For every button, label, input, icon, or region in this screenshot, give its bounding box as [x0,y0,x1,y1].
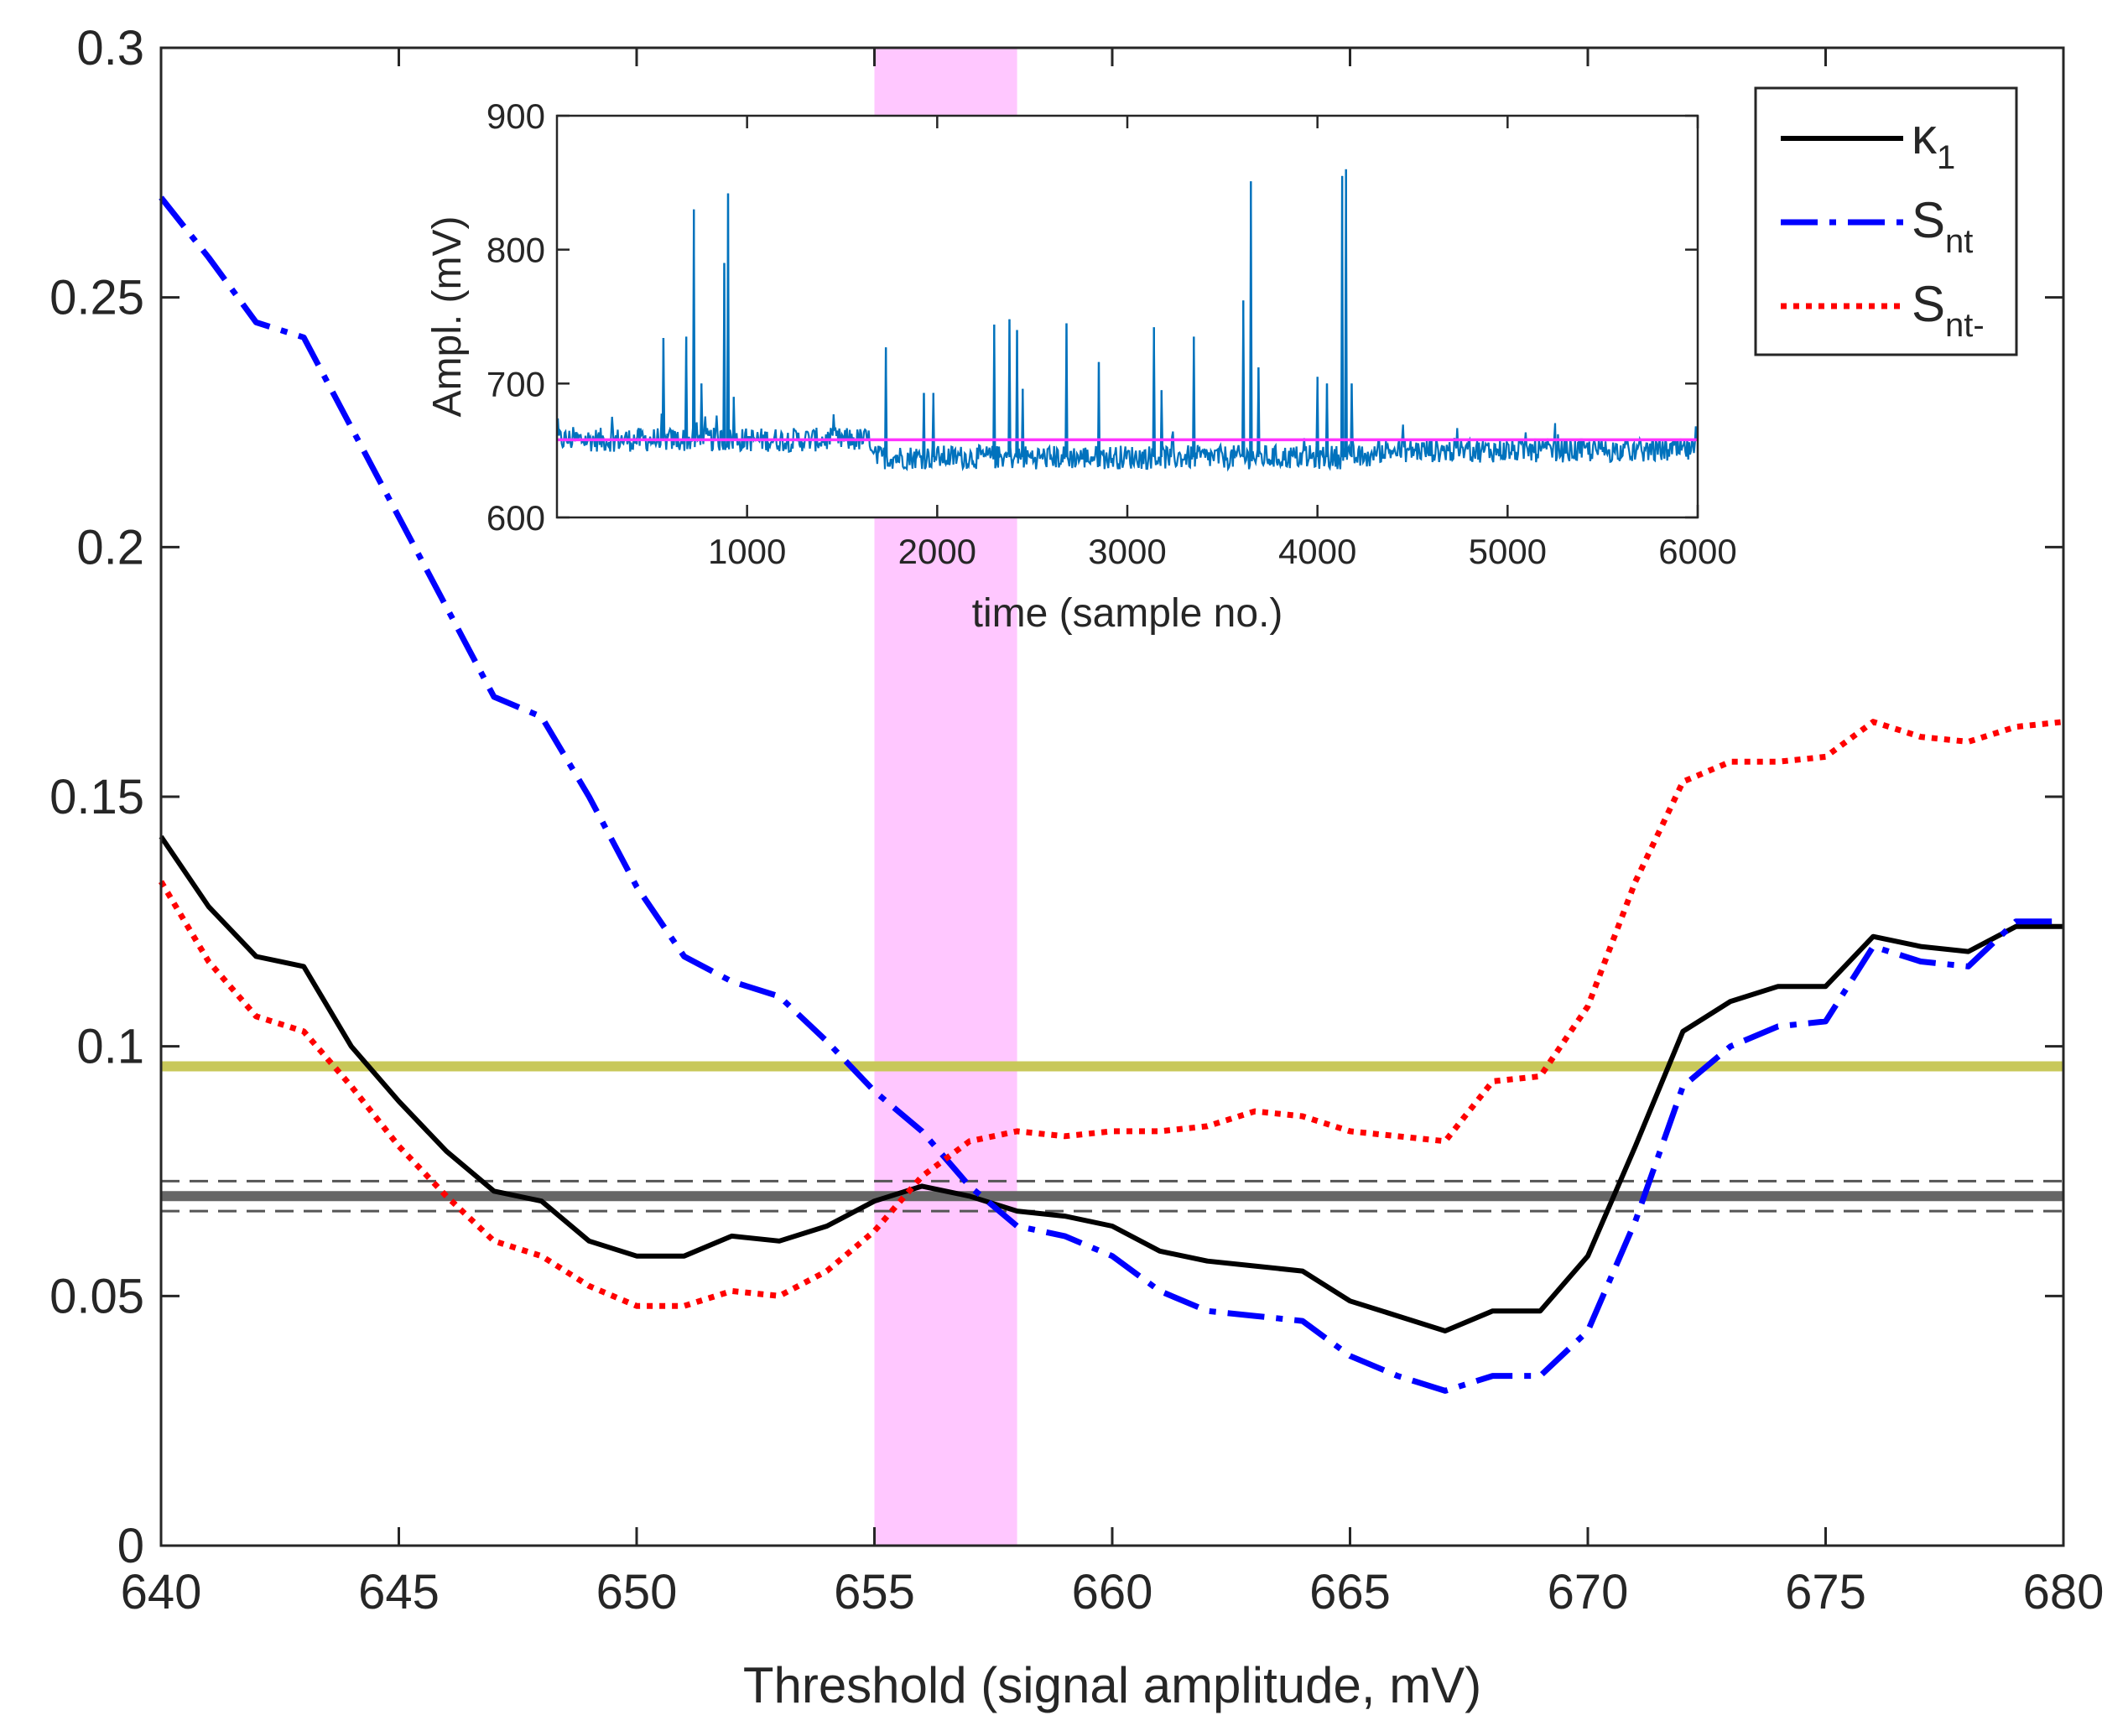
x-tick-label: 650 [596,1565,678,1619]
inset-x-axis-label: time (sample no.) [972,591,1283,636]
x-axis-label: Threshold (signal amplitude, mV) [743,1657,1481,1713]
inset-y-axis-label: Ampl. (mV) [425,216,470,418]
x-tick-label: 670 [1548,1565,1629,1619]
x-tick-label: 660 [1072,1565,1153,1619]
y-tick-label: 0.05 [49,1269,144,1323]
inset-x-tick-label: 4000 [1278,532,1356,571]
legend-name: S [1912,192,1945,248]
legend-name: κ [1912,108,1938,164]
inset-plot: 1000 2000 3000 4000 5000 6000 600 700 800 900 time… [425,96,1737,636]
legend-subscript: nt [1945,223,1973,260]
inset-x-tick-label: 1000 [708,532,786,571]
legend-label-2: Snt- [1912,276,1985,344]
legend-subscript: nt- [1945,307,1985,344]
series-line-2 [158,719,2064,1309]
y-tick-label: 0.3 [76,21,144,75]
inset-x-tick-label: 5000 [1469,532,1547,571]
inset-y-tick-label: 700 [486,364,545,403]
inset-x-tick-label: 3000 [1088,532,1166,571]
inset-signal-line [555,169,1699,472]
x-tick-label: 645 [358,1565,440,1619]
inset-y-tick-label: 900 [486,96,545,136]
y-tick-label: 0 [117,1519,144,1573]
y-tick-label: 0.15 [49,770,144,824]
x-tick-label: 665 [1309,1565,1391,1619]
inset-x-tick-label: 6000 [1658,532,1736,571]
y-tick-label: 0.25 [49,271,144,325]
x-tick-label: 655 [834,1565,915,1619]
series-line-1 [159,195,2063,1394]
series-line-0 [159,834,2063,1333]
inset-y-tick-label: 800 [486,231,545,270]
legend-name: S [1912,276,1945,332]
inset-y-tick-label: 600 [486,498,545,538]
legend-label-0: κ1 [1912,108,1955,176]
legend-label-1: Snt [1912,192,1973,260]
x-tick-label: 640 [121,1565,202,1619]
legend-subscript: 1 [1937,139,1955,176]
y-tick-label: 0.2 [76,520,144,574]
x-tick-label: 675 [1785,1565,1866,1619]
y-tick-label: 0.1 [76,1020,144,1074]
x-tick-label: 680 [2023,1565,2105,1619]
inset-x-tick-label: 2000 [898,532,976,571]
